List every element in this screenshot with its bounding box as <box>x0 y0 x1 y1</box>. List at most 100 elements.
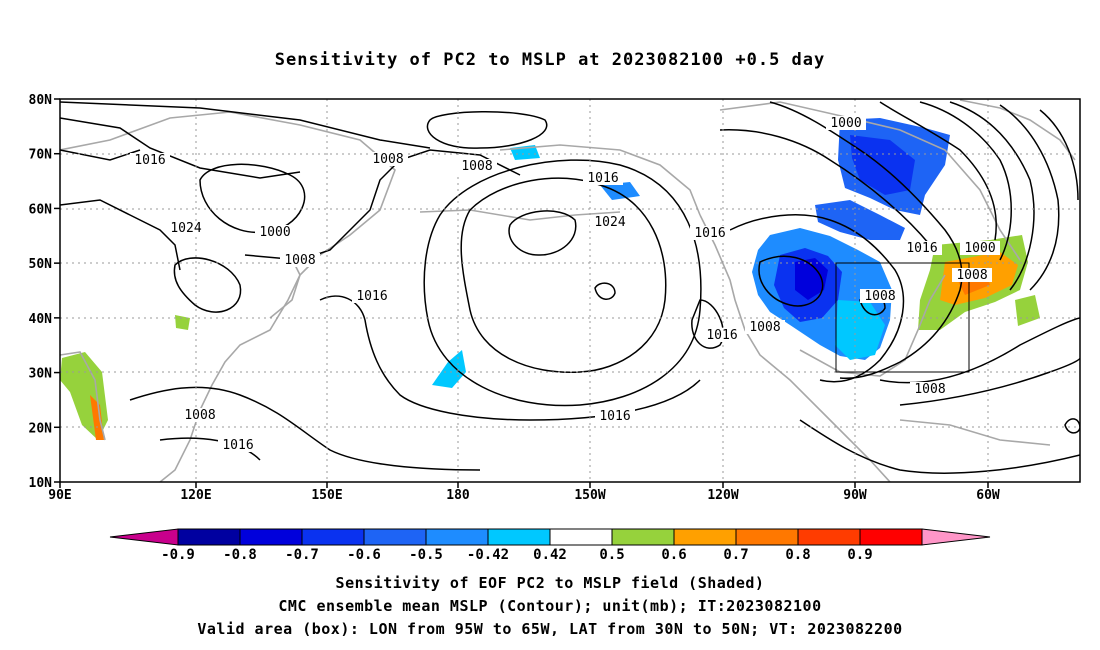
contour-label-bg <box>166 221 206 235</box>
colorbar-label: 0.5 <box>599 547 624 563</box>
contour-label-bg <box>745 320 785 334</box>
contour-label: 1008 <box>749 320 780 335</box>
contour-label: 1024 <box>594 215 625 230</box>
caption-valid-area: Valid area (box): LON from 95W to 65W, L… <box>197 620 903 638</box>
longitude-axis: 90E 120E 150E 180 150W 120W 90W 60W <box>48 482 1000 503</box>
colorbar-label: -0.5 <box>409 547 443 563</box>
colorbar-max-arrow <box>921 528 991 546</box>
contour-label: 1016 <box>222 438 253 453</box>
contour-label-bg <box>368 152 408 166</box>
latitude-axis: 80N 70N 60N 50N 40N 30N 20N 10N <box>29 93 60 491</box>
colorbar: -0.9 -0.8 -0.7 -0.6 -0.5 -0.42 0.42 0.5 0.6 0.7 0.… <box>109 528 991 563</box>
colorbar-label: -0.8 <box>223 547 257 563</box>
contour-line <box>799 419 1080 474</box>
colorbar-segment <box>177 528 241 546</box>
contour-label: 1008 <box>184 408 215 423</box>
contour-label: 1008 <box>461 159 492 174</box>
shading-blue-canada <box>815 200 905 240</box>
contour-labels: 1016 1008 1008 1016 1000 1008 1016 1024 1016 1000… <box>130 116 1000 453</box>
contour-label-bg <box>902 241 942 255</box>
contour-line <box>691 299 724 349</box>
contour-label-bg <box>860 289 900 303</box>
caption-contour: CMC ensemble mean MSLP (Contour); unit(m… <box>278 597 822 615</box>
lon-tick-label: 120W <box>707 488 738 503</box>
contour-line <box>60 117 301 179</box>
lat-tick-label: 80N <box>29 93 53 108</box>
contour-label-bg <box>952 268 992 282</box>
colorbar-segment <box>549 528 613 546</box>
contour-line <box>460 177 667 374</box>
contour-label-bg <box>457 159 497 173</box>
contour-label: 1000 <box>830 116 861 131</box>
contour-line <box>159 437 261 461</box>
shading-cyan-alaska <box>600 182 640 200</box>
coast-india <box>60 351 106 441</box>
shading-green-sea <box>1015 295 1040 326</box>
contour-line <box>423 159 702 407</box>
lon-tick-label: 90W <box>843 488 867 503</box>
contour-label: 1016 <box>587 171 618 186</box>
colorbar-segment <box>611 528 675 546</box>
contour-label-bg <box>180 408 220 422</box>
contour-label: 1000 <box>259 225 290 240</box>
contour-line <box>60 199 181 271</box>
contour-line <box>729 214 905 383</box>
colorbar-segment <box>859 528 923 546</box>
contour-label: 1016 <box>694 226 725 241</box>
contour-label: 1016 <box>599 409 630 424</box>
contour-line <box>129 386 481 471</box>
contour-label-bg <box>702 328 742 342</box>
contour-label: 1008 <box>864 289 895 304</box>
caption-shaded: Sensitivity of EOF PC2 to MSLP field (Sh… <box>335 574 765 592</box>
colorbar-segment <box>363 528 427 546</box>
gridlines <box>60 99 1080 482</box>
contour-label: 1016 <box>706 328 737 343</box>
colorbar-segment <box>425 528 489 546</box>
contour-label: 1016 <box>356 289 387 304</box>
contour-line <box>60 101 431 149</box>
contour-label-bg <box>583 171 623 185</box>
coast-alaska <box>499 144 701 216</box>
colorbar-min-arrow <box>109 528 179 546</box>
colorbar-label: -0.42 <box>467 547 509 563</box>
contour-line <box>508 210 577 256</box>
colorbar-label: -0.9 <box>161 547 195 563</box>
contour-label: 1016 <box>134 153 165 168</box>
lat-tick-label: 20N <box>29 421 53 436</box>
lat-tick-label: 70N <box>29 148 53 163</box>
contour-line <box>1039 109 1079 201</box>
contour-line <box>199 163 306 234</box>
coast-greenland <box>959 99 1076 161</box>
contour-line <box>426 111 548 149</box>
contour-line <box>999 104 1060 291</box>
contour-label: 1008 <box>284 253 315 268</box>
colorbar-segment <box>735 528 799 546</box>
valid-area-box <box>835 262 970 373</box>
lon-tick-label: 150W <box>574 488 605 503</box>
contour-label-bg <box>255 225 295 239</box>
contour-label: 1000 <box>964 241 995 256</box>
contour-label-bg <box>352 289 392 303</box>
contour-line <box>949 101 1035 291</box>
lon-tick-label: 180 <box>446 488 470 503</box>
contour-label-bg <box>130 153 170 167</box>
shading-orange-india <box>90 395 104 440</box>
contour-line <box>173 257 242 313</box>
contour-line <box>919 101 1012 261</box>
lon-tick-label: 150E <box>311 488 342 503</box>
lat-tick-label: 10N <box>29 476 53 491</box>
contour-label-bg <box>960 241 1000 255</box>
contour-line <box>899 357 1080 406</box>
colorbar-segment <box>673 528 737 546</box>
contour-line <box>319 295 701 421</box>
contour-label-bg <box>280 253 320 267</box>
colorbar-label: -0.6 <box>347 547 381 563</box>
contour-line <box>719 129 931 246</box>
colorbar-segment <box>239 528 303 546</box>
coast-caribbean <box>899 419 1051 446</box>
contour-label: 1024 <box>170 221 201 236</box>
contour-label-bg <box>690 226 730 240</box>
lon-tick-label: 60W <box>976 488 1000 503</box>
colorbar-segment <box>301 528 365 546</box>
